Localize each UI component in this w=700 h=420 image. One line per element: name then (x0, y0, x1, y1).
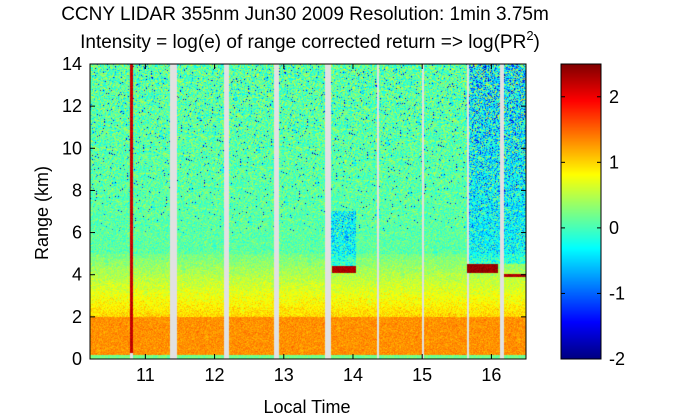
y-tick-label: 4 (72, 265, 82, 285)
colorbar-tick-label: -1 (609, 283, 625, 303)
colorbar-tick-label: 0 (609, 218, 619, 238)
x-tick-label: 11 (136, 365, 155, 385)
x-axis-label: Local Time (263, 397, 350, 417)
y-tick-label: 8 (72, 180, 82, 200)
y-tick-label: 10 (62, 138, 82, 158)
chart-subtitle-suffix: ) (534, 32, 540, 53)
colorbar (560, 63, 602, 360)
chart-title: CCNY LIDAR 355nm Jun30 2009 Resolution: … (61, 4, 549, 25)
x-tick-label: 13 (274, 365, 294, 385)
colorbar-tick-label: 2 (609, 87, 619, 107)
heatmap-image (90, 64, 526, 359)
y-tick-label: 14 (62, 54, 82, 74)
x-tick-label: 15 (412, 365, 432, 385)
plot-frame (89, 63, 527, 360)
y-tick-label: 12 (62, 96, 82, 116)
x-axis: 11 12 13 14 15 16 (136, 64, 501, 385)
y-tick-label: 6 (72, 223, 82, 243)
colorbar-tick-label: 1 (609, 152, 619, 172)
colorbar-frame (560, 63, 602, 360)
y-axis: 0 2 4 6 8 10 12 14 (62, 54, 526, 369)
chart-subtitle-prefix: Intensity = log(e) of range corrected re… (80, 32, 526, 53)
chart-subtitle: Intensity = log(e) of range corrected re… (80, 28, 540, 53)
colorbar-axis: -2 -1 0 1 2 (561, 87, 625, 369)
chart-subtitle-superscript: 2 (526, 28, 533, 43)
x-tick-label: 14 (343, 365, 363, 385)
y-tick-label: 2 (72, 307, 82, 327)
colorbar-gradient (561, 64, 601, 359)
heatmap-plot (89, 63, 527, 360)
colorbar-tick-label: -2 (609, 349, 625, 369)
x-tick-label: 12 (205, 365, 225, 385)
y-axis-label: Range (km) (32, 166, 52, 260)
x-tick-label: 16 (481, 365, 501, 385)
y-tick-label: 0 (72, 349, 82, 369)
